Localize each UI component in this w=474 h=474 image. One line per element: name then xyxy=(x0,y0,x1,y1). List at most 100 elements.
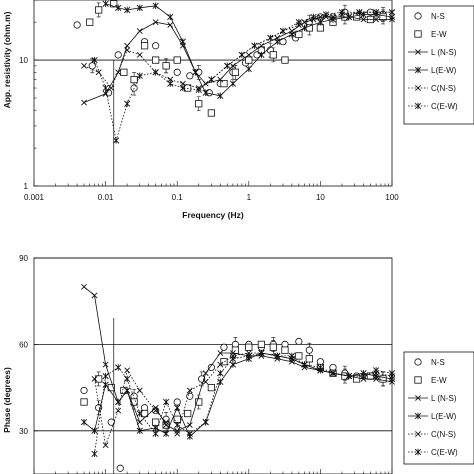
series-line xyxy=(105,3,393,97)
data-point xyxy=(274,38,281,45)
legend-marker xyxy=(414,30,422,38)
data-point xyxy=(167,22,174,28)
data-point xyxy=(245,51,252,58)
data-point xyxy=(217,92,224,100)
data-point xyxy=(91,376,98,382)
data-point xyxy=(173,398,181,406)
data-point xyxy=(102,361,109,368)
legend-label: L(E-W) xyxy=(431,66,457,75)
y-tick-label: 30 xyxy=(19,427,28,436)
data-point xyxy=(281,56,289,64)
data-point xyxy=(173,68,181,76)
data-point xyxy=(322,11,330,18)
data-point xyxy=(102,372,109,380)
data-point xyxy=(245,352,252,360)
data-point xyxy=(345,13,353,21)
data-point xyxy=(80,418,88,426)
data-point xyxy=(95,6,103,14)
legend-label: E-W xyxy=(431,30,447,39)
x-tick-label: 1 xyxy=(247,193,252,202)
data-point xyxy=(202,89,209,96)
data-point xyxy=(224,62,231,70)
data-point xyxy=(195,86,202,94)
data-point xyxy=(310,13,317,21)
data-point xyxy=(186,387,193,394)
legend-marker xyxy=(414,376,422,384)
data-point xyxy=(152,56,160,64)
data-point xyxy=(124,387,131,394)
data-point xyxy=(136,51,143,58)
legend-entry: C(E-W) xyxy=(408,102,458,111)
data-point xyxy=(388,375,396,383)
data-point xyxy=(81,99,87,106)
data-point xyxy=(152,407,159,414)
data-point xyxy=(360,16,367,23)
phase-chart: 30 60 90 Phase (degrees) N-S E-W L (N-S) L(E-… xyxy=(2,254,474,474)
y-tick-label: 90 xyxy=(19,254,28,263)
data-point xyxy=(238,51,245,59)
data-point xyxy=(81,283,87,290)
data-point xyxy=(80,398,88,406)
data-point xyxy=(107,418,115,426)
legend-entry: C(N-S) xyxy=(408,430,456,439)
data-point xyxy=(281,346,289,354)
data-point xyxy=(140,42,149,50)
data-point xyxy=(220,80,228,88)
data-point xyxy=(162,62,170,70)
data-point xyxy=(288,352,296,360)
legend-marker xyxy=(414,412,422,420)
data-point xyxy=(257,340,266,349)
data-point xyxy=(338,9,346,16)
data-point xyxy=(140,409,149,418)
x-tick-label: 0.1 xyxy=(172,193,184,202)
data-point xyxy=(152,2,159,9)
data-point xyxy=(136,410,143,417)
resistivity-plot-area xyxy=(33,0,393,187)
data-point xyxy=(102,90,109,97)
data-point xyxy=(258,51,265,59)
data-point xyxy=(80,386,88,395)
data-point xyxy=(116,464,124,472)
data-point xyxy=(356,9,363,16)
data-point xyxy=(102,84,109,92)
data-point xyxy=(124,367,131,374)
data-point xyxy=(186,422,193,428)
data-point xyxy=(388,370,396,377)
data-point xyxy=(217,361,224,368)
data-point xyxy=(295,352,303,360)
data-point xyxy=(108,85,115,91)
resistivity-chart: 1 10 0.001 0.01 0.1 1 10 100 Frequency (Hz) App… xyxy=(2,0,474,220)
data-point xyxy=(245,56,253,64)
series-ns xyxy=(73,8,387,97)
data-point xyxy=(316,24,325,32)
data-point xyxy=(81,62,87,69)
data-point xyxy=(217,350,224,356)
data-point xyxy=(152,69,159,76)
x-tick-label: 0.01 xyxy=(98,193,114,202)
data-point xyxy=(372,9,380,16)
legend-marker xyxy=(414,66,422,74)
data-point xyxy=(174,404,181,411)
legend-label: C(N-S) xyxy=(431,430,456,439)
data-point xyxy=(229,80,237,87)
legend-label: N-S xyxy=(431,358,445,367)
data-point xyxy=(167,13,174,21)
data-point xyxy=(163,419,170,426)
series-lns xyxy=(81,14,395,106)
series-lew xyxy=(80,349,396,440)
data-point xyxy=(136,72,143,80)
legend-entry: C(N-S) xyxy=(408,84,456,93)
data-point xyxy=(229,361,237,368)
data-point xyxy=(207,109,215,117)
data-point xyxy=(184,409,192,418)
series-line xyxy=(83,286,393,432)
legend-label: C(E-W) xyxy=(431,102,458,111)
data-point xyxy=(115,407,122,414)
data-point xyxy=(152,42,160,50)
data-point xyxy=(114,51,122,59)
data-point xyxy=(207,363,215,372)
legend-entry: L(E-W) xyxy=(408,66,457,75)
data-point xyxy=(179,84,186,92)
data-point xyxy=(317,364,324,371)
data-point xyxy=(317,18,324,26)
